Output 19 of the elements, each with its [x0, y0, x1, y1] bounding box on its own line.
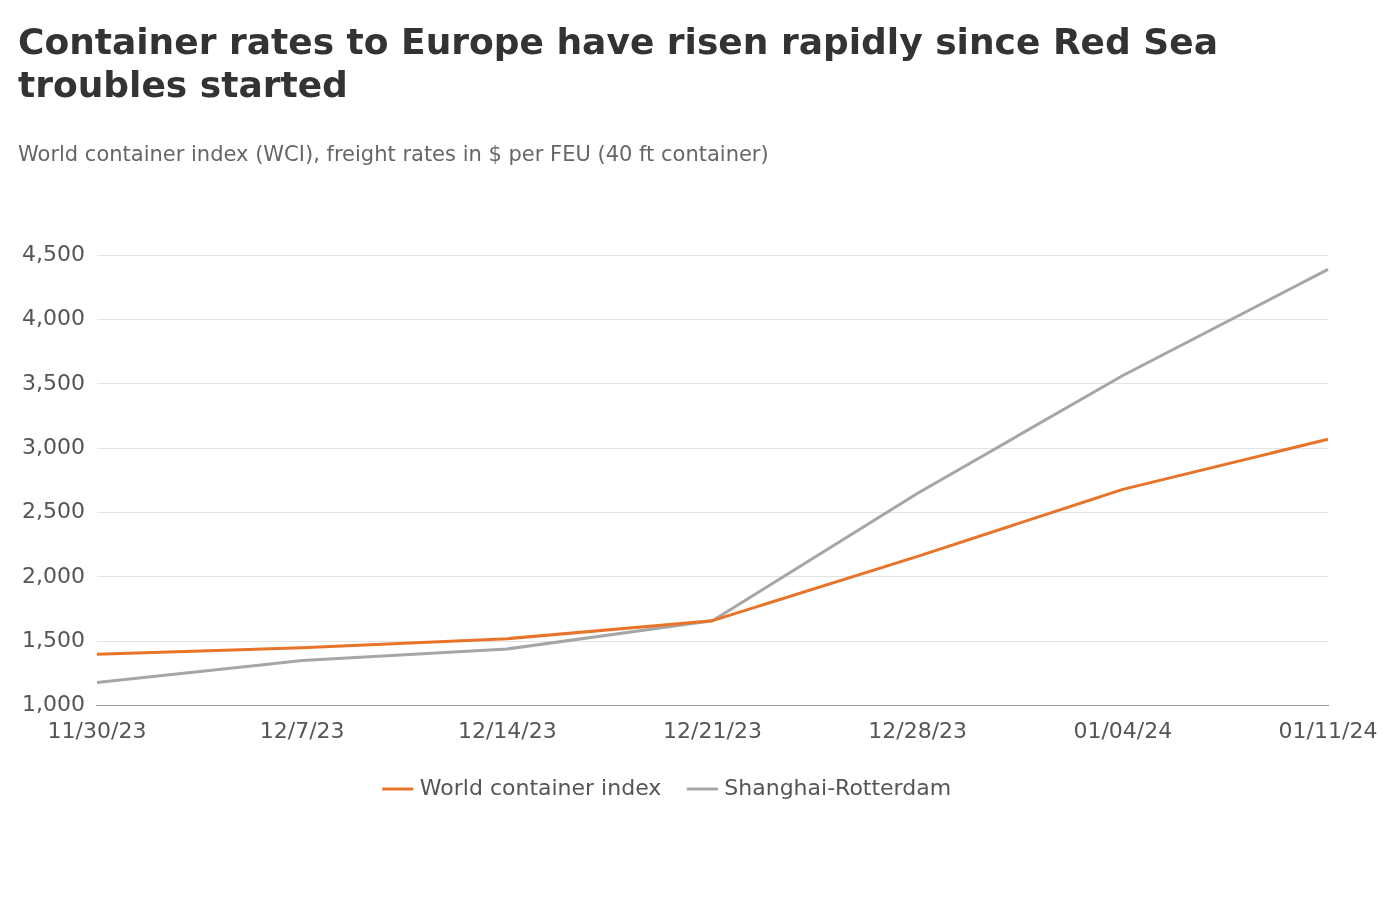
y-tick-label: 4,500	[22, 240, 85, 266]
y-tick-label: 4,000	[22, 305, 85, 331]
legend-label: Shanghai-Rotterdam	[724, 774, 952, 800]
y-tick-label: 1,500	[22, 626, 85, 652]
x-tick-label: 12/28/23	[868, 717, 968, 743]
x-tick-label: 12/21/23	[663, 717, 762, 743]
x-tick-label: 12/7/23	[259, 717, 345, 743]
y-tick-label: 1,000	[22, 691, 85, 717]
x-tick-label: 01/11/24	[1278, 717, 1378, 743]
x-tick-label: 11/30/23	[47, 717, 147, 743]
x-tick-label: 12/14/23	[457, 717, 557, 743]
x-tick-label: 01/04/24	[1073, 717, 1173, 743]
y-tick-label: 2,000	[22, 562, 85, 588]
legend-label: World container index	[419, 774, 662, 800]
y-tick-label: 3,000	[22, 433, 85, 459]
chart-subtitle: World container index (WCI), freight rates in $ per FEU (40 ft container)	[18, 142, 769, 166]
chart-title: Container rates to Europe have risen rapidly since Red Sea troubles started	[18, 20, 1219, 107]
y-tick-label: 2,500	[22, 498, 85, 524]
y-tick-label: 3,500	[22, 369, 85, 395]
